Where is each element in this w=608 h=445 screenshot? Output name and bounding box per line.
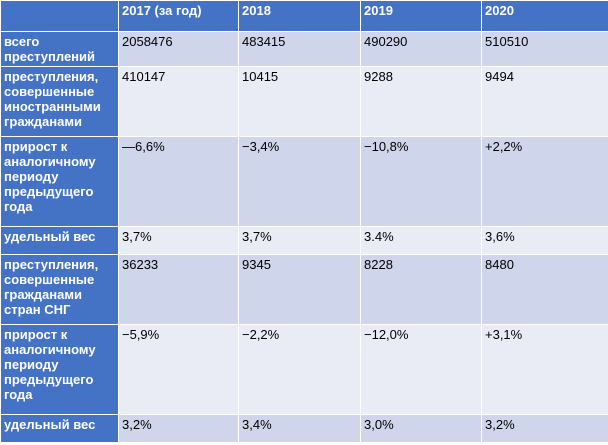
table-cell: −12,0% bbox=[360, 324, 482, 415]
table-cell: 3,7% bbox=[238, 226, 361, 255]
table-cell: 9288 bbox=[360, 66, 482, 137]
table-cell: 410147 bbox=[118, 66, 239, 137]
table-cell: −5,9% bbox=[118, 324, 239, 415]
table-cell: 9345 bbox=[238, 254, 361, 325]
table-cell: 3,0% bbox=[360, 414, 482, 443]
column-header-2020: 2020 bbox=[481, 0, 608, 32]
table-cell: 3,4% bbox=[238, 414, 361, 443]
table-row: удельный вес 3,7% 3,7% 3.4% 3,6% bbox=[0, 226, 608, 255]
table-cell: −3,4% bbox=[238, 136, 361, 227]
table-cell: —6,6% bbox=[118, 136, 239, 227]
table-row: прирост к аналогичному периоду предыдуще… bbox=[0, 324, 608, 415]
table-row: преступления, совершенные иностранными г… bbox=[0, 66, 608, 137]
table-cell: 8480 bbox=[481, 254, 608, 325]
table-row: всего преступлений 2058476 483415 490290… bbox=[0, 31, 608, 67]
table-cell: −2,2% bbox=[238, 324, 361, 415]
row-label: прирост к аналогичному периоду предыдуще… bbox=[0, 324, 119, 415]
table-header-row: 2017 (за год) 2018 2019 2020 bbox=[0, 0, 608, 32]
table-cell: 3.4% bbox=[360, 226, 482, 255]
row-label: преступления, совершенные гражданами стр… bbox=[0, 254, 119, 325]
table-cell: 10415 bbox=[238, 66, 361, 137]
column-header-2017: 2017 (за год) bbox=[118, 0, 239, 32]
column-header-2018: 2018 bbox=[238, 0, 361, 32]
table-cell: 483415 bbox=[238, 31, 361, 67]
table-cell: −10,8% bbox=[360, 136, 482, 227]
table-cell: 3,7% bbox=[118, 226, 239, 255]
row-label: удельный вес bbox=[0, 414, 119, 443]
table-cell: 9494 bbox=[481, 66, 608, 137]
table-cell: 8228 bbox=[360, 254, 482, 325]
row-label: преступления, совершенные иностранными г… bbox=[0, 66, 119, 137]
table-cell: 3,2% bbox=[118, 414, 239, 443]
table-cell: +2,2% bbox=[481, 136, 608, 227]
table-cell: 510510 bbox=[481, 31, 608, 67]
row-label: всего преступлений bbox=[0, 31, 119, 67]
row-label: прирост к аналогичному периоду предыдуще… bbox=[0, 136, 119, 227]
table-cell: 490290 bbox=[360, 31, 482, 67]
table-cell: 3,2% bbox=[481, 414, 608, 443]
table-cell: 2058476 bbox=[118, 31, 239, 67]
table-cell: 3,6% bbox=[481, 226, 608, 255]
table-row: преступления, совершенные гражданами стр… bbox=[0, 254, 608, 325]
row-label: удельный вес bbox=[0, 226, 119, 255]
table-cell: 36233 bbox=[118, 254, 239, 325]
header-corner-cell bbox=[0, 0, 119, 32]
table-row: удельный вес 3,2% 3,4% 3,0% 3,2% bbox=[0, 414, 608, 443]
column-header-2019: 2019 bbox=[360, 0, 482, 32]
table-cell: +3,1% bbox=[481, 324, 608, 415]
table-row: прирост к аналогичному периоду предыдуще… bbox=[0, 136, 608, 227]
